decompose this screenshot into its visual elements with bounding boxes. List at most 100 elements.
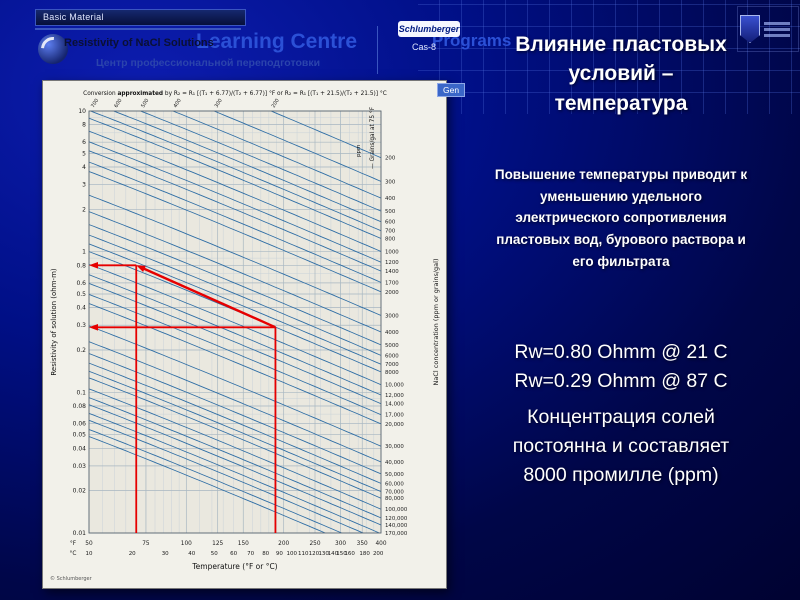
slide-paragraph: Повышение температуры приводит к уменьше…	[494, 167, 748, 269]
svg-text:ppm: ppm	[356, 145, 362, 157]
axis-tick-labels: 10 8 6 5 4 3 2 1 0.8 0.6 0.5 0.4 0.3 0.2 0.1 0.08 0.06 0.…	[70, 108, 387, 557]
svg-text:100: 100	[181, 541, 192, 547]
axis-titles: Resistivity of solution (ohm-m) Temperatu…	[50, 107, 440, 571]
centre-subtitle: Центр профессиональной переподготовки	[96, 57, 321, 69]
svg-text:30,000: 30,000	[385, 444, 404, 450]
svg-text:100,000: 100,000	[385, 507, 408, 513]
centre-title: Learning Centre	[196, 30, 358, 53]
course-type-badge: Basic Material	[35, 9, 246, 26]
svg-text:0.08: 0.08	[73, 403, 87, 410]
svg-text:125: 125	[212, 541, 223, 547]
readings-block: Rw=0.80 Ohmm @ 21 C Rw=0.29 Ohmm @ 87 C …	[466, 338, 776, 490]
svg-text:250: 250	[309, 541, 320, 547]
svg-text:1000: 1000	[385, 250, 399, 256]
svg-text:150: 150	[238, 541, 249, 547]
svg-text:600: 600	[113, 98, 123, 109]
svg-text:75: 75	[142, 541, 150, 547]
svg-text:— Grains/gal at 75 °F: — Grains/gal at 75 °F	[370, 107, 376, 169]
svg-text:80,000: 80,000	[385, 496, 404, 502]
slide-text-panel: Влияние пластовых условий – температура …	[450, 30, 792, 490]
svg-text:700: 700	[90, 98, 100, 109]
svg-text:Temperature (°F or °C): Temperature (°F or °C)	[191, 562, 277, 571]
svg-text:140,000: 140,000	[385, 523, 408, 529]
svg-text:10,000: 10,000	[385, 383, 404, 389]
header-vertical-divider	[377, 26, 378, 74]
svg-text:0.2: 0.2	[76, 347, 86, 354]
svg-text:100: 100	[287, 551, 298, 557]
svg-text:40,000: 40,000	[385, 460, 404, 466]
svg-text:170,000: 170,000	[385, 531, 408, 537]
svg-text:300: 300	[385, 179, 396, 185]
svg-text:60,000: 60,000	[385, 481, 404, 487]
svg-text:180: 180	[359, 551, 370, 557]
svg-text:300: 300	[335, 541, 346, 547]
svg-text:6000: 6000	[385, 353, 399, 359]
concentration-line-labels: 200 200 300 300 400 400 500 500 600 600 700 700 800 1…	[90, 98, 408, 537]
gen9-resistivity-chart: 2002003003004004005005006006007007008001…	[43, 81, 446, 588]
course-title: Resistivity of NaCl Solutions	[64, 37, 214, 49]
svg-text:120,000: 120,000	[385, 516, 408, 522]
conversion-formula: Conversion approximated by R₂ = R₁ [(T₁ …	[83, 91, 387, 97]
svg-text:1400: 1400	[385, 269, 399, 275]
svg-text:10: 10	[86, 551, 93, 557]
svg-text:150: 150	[336, 551, 347, 557]
svg-text:200: 200	[271, 98, 281, 109]
svg-text:1: 1	[82, 249, 86, 256]
svg-text:400: 400	[385, 196, 396, 202]
svg-text:1700: 1700	[385, 280, 399, 286]
svg-text:110: 110	[298, 551, 309, 557]
svg-text:200: 200	[385, 156, 396, 162]
svg-text:1200: 1200	[385, 260, 399, 266]
concentration-lines	[89, 111, 381, 533]
gen-chart-badge: Gen	[437, 83, 466, 97]
svg-text:0.8: 0.8	[76, 262, 86, 269]
svg-text:500: 500	[140, 98, 150, 109]
svg-text:800: 800	[385, 237, 396, 243]
svg-text:140: 140	[328, 551, 339, 557]
schlumberger-logo: Schlumberger	[398, 21, 460, 37]
svg-text:120: 120	[309, 551, 320, 557]
concentration-note: Концентрация солей постоянна и составляе…	[512, 405, 730, 487]
header-underline	[35, 28, 241, 30]
svg-text:350: 350	[357, 541, 368, 547]
svg-text:0.4: 0.4	[76, 305, 86, 312]
svg-text:10: 10	[78, 108, 86, 115]
crest-text-lines	[764, 21, 790, 37]
svg-text:0.1: 0.1	[76, 389, 86, 396]
svg-text:20,000: 20,000	[385, 422, 404, 428]
reading-1: Rw=0.80 Ohmm @ 21 C	[514, 341, 728, 364]
svg-text:80: 80	[262, 551, 269, 557]
university-crest-logo	[737, 6, 799, 52]
svg-text:300: 300	[214, 98, 224, 109]
svg-text:2: 2	[82, 206, 86, 213]
svg-text:2000: 2000	[385, 290, 399, 296]
svg-text:500: 500	[385, 209, 396, 215]
svg-text:8: 8	[82, 122, 86, 129]
svg-text:3000: 3000	[385, 314, 399, 320]
svg-text:°C: °C	[70, 551, 77, 557]
svg-text:0.05: 0.05	[73, 432, 87, 439]
svg-text:130: 130	[318, 551, 329, 557]
svg-text:5: 5	[82, 150, 86, 157]
svg-text:5000: 5000	[385, 343, 399, 349]
svg-text:60: 60	[230, 551, 237, 557]
reading-2: Rw=0.29 Ohmm @ 87 C	[514, 370, 728, 393]
svg-text:8000: 8000	[385, 370, 399, 376]
svg-text:600: 600	[385, 220, 396, 226]
slide-title: Влияние пластовых условий – температура	[515, 33, 727, 115]
svg-text:17,000: 17,000	[385, 413, 404, 419]
svg-text:70,000: 70,000	[385, 490, 404, 496]
svg-text:4000: 4000	[385, 330, 399, 336]
learning-centre-logo-icon	[38, 34, 68, 64]
svg-text:400: 400	[173, 98, 183, 109]
chart-copyright: © Schlumberger	[50, 575, 93, 582]
svg-text:NaCl concentration (ppm or gra: NaCl concentration (ppm or grains/gal)	[432, 259, 440, 386]
svg-text:20: 20	[129, 551, 136, 557]
svg-text:0.5: 0.5	[76, 291, 86, 298]
svg-text:12,000: 12,000	[385, 393, 404, 399]
vendor-code-label: Cas-8	[412, 42, 437, 52]
svg-text:6: 6	[82, 139, 86, 146]
crest-shield-icon	[740, 15, 760, 43]
svg-text:40: 40	[188, 551, 195, 557]
svg-text:7000: 7000	[385, 362, 399, 368]
